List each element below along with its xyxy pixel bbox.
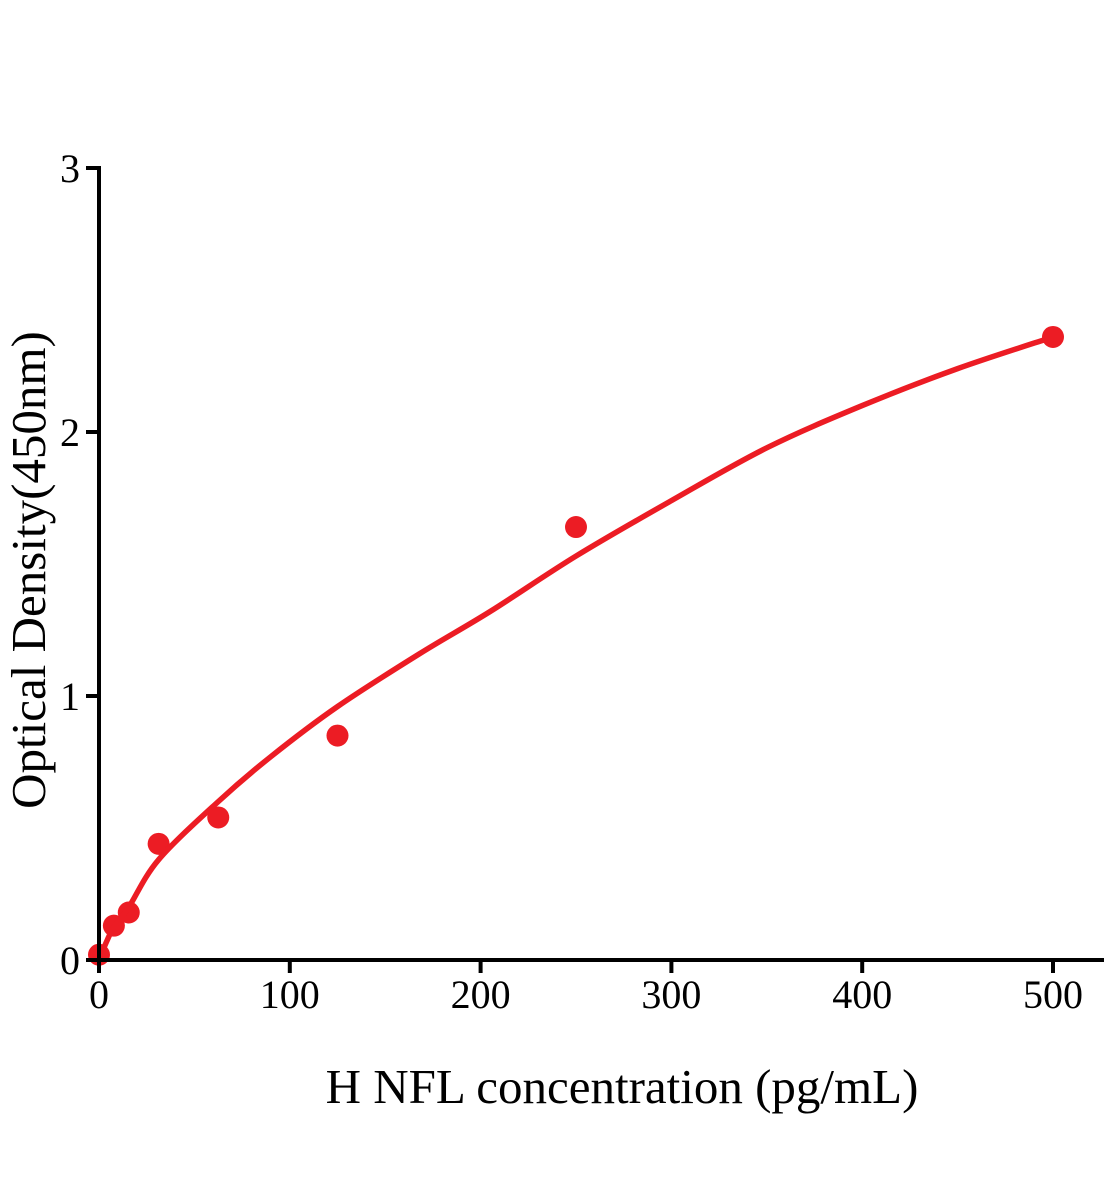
- data-point: [326, 724, 349, 747]
- y-axis-title: Optical Density(450nm): [1, 331, 56, 809]
- x-tick-label: 400: [832, 972, 892, 1017]
- data-point: [565, 516, 587, 539]
- x-tick-label: 500: [1023, 972, 1083, 1017]
- fit-curve-line: [96, 334, 1056, 963]
- x-tick-label: 200: [451, 972, 511, 1017]
- x-tick-label: 300: [641, 972, 701, 1017]
- x-tick-label: 100: [260, 972, 320, 1017]
- y-tick-label: 2: [60, 410, 80, 455]
- data-point: [147, 832, 170, 855]
- y-tick-label: 1: [60, 674, 80, 719]
- plot-layer: [88, 325, 1064, 966]
- data-point: [207, 806, 230, 829]
- x-axis-title: H NFL concentration (pg/mL): [326, 1059, 919, 1114]
- y-tick-label: 3: [60, 146, 80, 191]
- y-tick-label: 0: [60, 938, 80, 983]
- x-tick-label: 0: [89, 972, 109, 1017]
- axes-layer: 0 100 200 300 400 500 0 1 2 3: [60, 146, 1104, 1017]
